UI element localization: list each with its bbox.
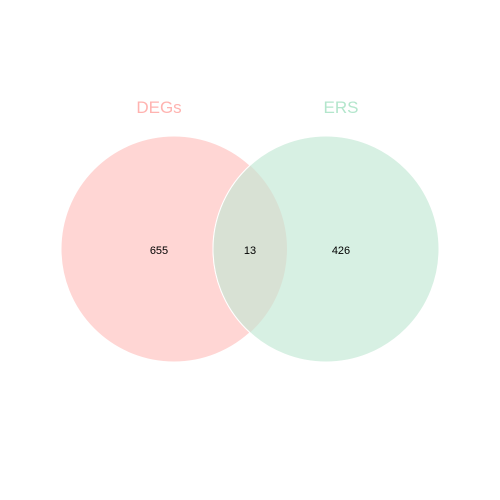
degs-set-label: DEGs — [136, 98, 181, 117]
degs-only-count: 655 — [150, 245, 168, 257]
ers-only-count: 426 — [332, 245, 350, 257]
intersection-count: 13 — [244, 245, 256, 257]
overlap-region — [212, 136, 287, 362]
ers-set-label: ERS — [324, 98, 359, 117]
